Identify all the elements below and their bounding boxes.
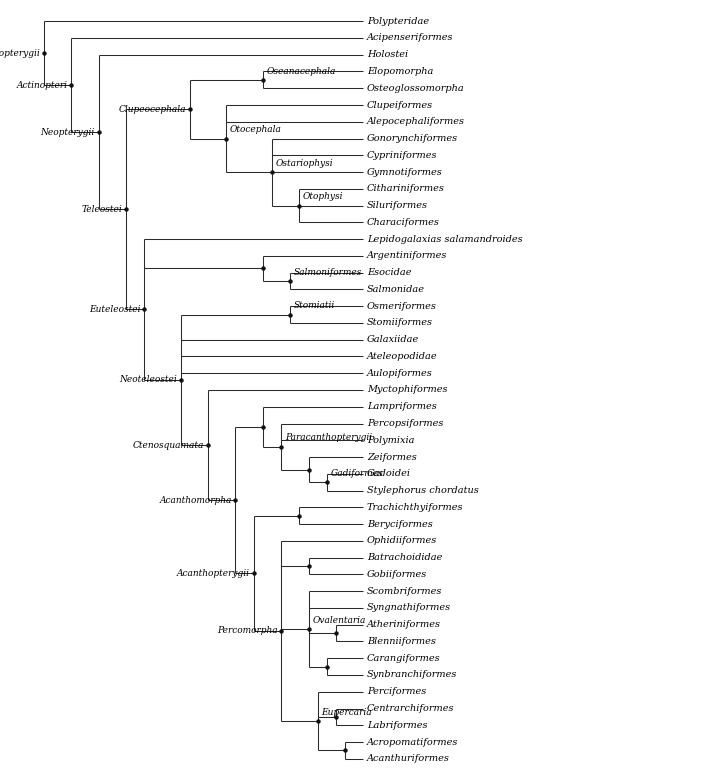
Text: Batrachoididae: Batrachoididae [367,553,443,562]
Text: Esocidae: Esocidae [367,268,412,277]
Text: Siluriformes: Siluriformes [367,201,428,210]
Text: Trachichthyiformes: Trachichthyiformes [367,503,464,512]
Text: Beryciformes: Beryciformes [367,519,432,529]
Text: Paracanthopterygii: Paracanthopterygii [284,434,372,442]
Text: Gonorynchiformes: Gonorynchiformes [367,134,458,143]
Text: Eupercaria: Eupercaria [321,708,372,717]
Text: Stomiiformes: Stomiiformes [367,318,433,328]
Text: Percopsiformes: Percopsiformes [367,419,443,428]
Text: Cypriniformes: Cypriniformes [367,151,438,160]
Text: Elopomorpha: Elopomorpha [367,67,433,76]
Text: Ostariophysi: Ostariophysi [276,159,334,168]
Text: Ctenosquamata: Ctenosquamata [133,441,204,449]
Text: Polypteridae: Polypteridae [367,16,429,26]
Text: Gymnotiformes: Gymnotiformes [367,168,443,176]
Text: Acanthuriformes: Acanthuriformes [367,754,450,764]
Text: Neopterygii: Neopterygii [40,128,95,136]
Text: Oseanacephala: Oseanacephala [266,67,336,76]
Text: Osteoglossomorpha: Osteoglossomorpha [367,83,465,93]
Text: Teleostei: Teleostei [82,205,122,214]
Text: Characiformes: Characiformes [367,218,440,227]
Text: Acanthomorpha: Acanthomorpha [160,495,232,505]
Text: Neoteleostei: Neoteleostei [119,375,177,385]
Text: Synbranchiformes: Synbranchiformes [367,671,457,679]
Text: Ateleopodidae: Ateleopodidae [367,352,438,361]
Text: Ovalentaria: Ovalentaria [312,615,365,625]
Text: Euteleostei: Euteleostei [89,305,141,314]
Text: Syngnathiformes: Syngnathiformes [367,604,451,612]
Text: Stomiatii: Stomiatii [294,301,335,310]
Text: Gadiformes: Gadiformes [331,469,383,478]
Text: Actinopterygii: Actinopterygii [0,48,40,58]
Text: Otophysi: Otophysi [303,193,344,201]
Text: Atheriniformes: Atheriniformes [367,620,441,629]
Text: Acanthopterygii: Acanthopterygii [177,569,250,578]
Text: Lepidogalaxias salamandroides: Lepidogalaxias salamandroides [367,235,523,243]
Text: Clupeocephala: Clupeocephala [118,105,186,114]
Text: Salmoniformes: Salmoniformes [294,268,362,277]
Text: Otocephala: Otocephala [230,126,282,134]
Text: Alepocephaliformes: Alepocephaliformes [367,117,465,126]
Text: Zeiformes: Zeiformes [367,452,417,462]
Text: Aulopiformes: Aulopiformes [367,369,432,378]
Text: Polymixia: Polymixia [367,436,414,445]
Text: Holostei: Holostei [367,50,408,59]
Text: Acipenseriformes: Acipenseriformes [367,34,453,42]
Text: Centrarchiformes: Centrarchiformes [367,704,454,713]
Text: Salmonidae: Salmonidae [367,285,425,294]
Text: Osmeriformes: Osmeriformes [367,302,437,310]
Text: Clupeiformes: Clupeiformes [367,101,433,109]
Text: Gadoidei: Gadoidei [367,470,411,478]
Text: Acropomatiformes: Acropomatiformes [367,738,458,746]
Text: Stylephorus chordatus: Stylephorus chordatus [367,486,479,495]
Text: Myctophiformes: Myctophiformes [367,385,448,395]
Text: Actinopteri: Actinopteri [17,80,67,90]
Text: Lampriformes: Lampriformes [367,402,437,411]
Text: Galaxiidae: Galaxiidae [367,335,419,344]
Text: Labriformes: Labriformes [367,721,427,730]
Text: Scombriformes: Scombriformes [367,587,443,596]
Text: Gobiiformes: Gobiiformes [367,570,427,579]
Text: Perciformes: Perciformes [367,687,426,697]
Text: Carangiformes: Carangiformes [367,654,440,663]
Text: Cithariniformes: Cithariniformes [367,184,445,193]
Text: Percomorpha: Percomorpha [217,626,277,636]
Text: Argentiniformes: Argentiniformes [367,251,448,261]
Text: Ophidiiformes: Ophidiiformes [367,537,438,545]
Text: Blenniiformes: Blenniiformes [367,637,436,646]
